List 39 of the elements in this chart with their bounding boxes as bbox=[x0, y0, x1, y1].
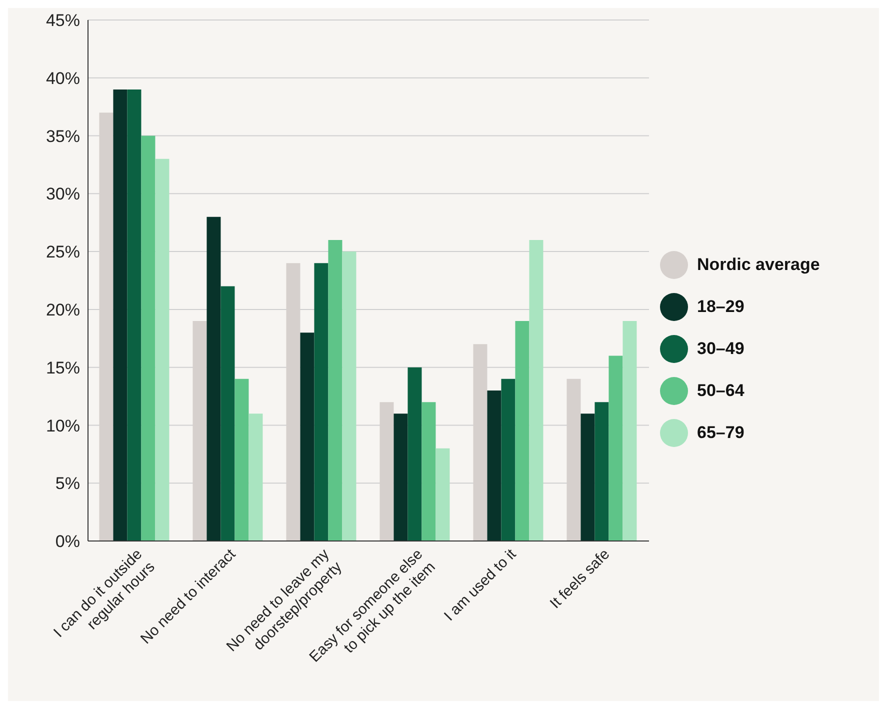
bar bbox=[422, 402, 436, 541]
bar bbox=[436, 448, 450, 541]
bar bbox=[394, 414, 408, 541]
bar bbox=[501, 378, 516, 541]
bar bbox=[220, 286, 235, 541]
bar bbox=[155, 158, 170, 541]
bar bbox=[608, 356, 623, 541]
bar bbox=[328, 240, 342, 541]
bar bbox=[580, 414, 595, 541]
legend-label: 18–29 bbox=[697, 296, 744, 316]
y-tick-label: 15% bbox=[46, 358, 80, 378]
bar bbox=[248, 414, 263, 541]
y-tick-label: 0% bbox=[55, 532, 80, 552]
legend-label: 50–64 bbox=[697, 380, 744, 400]
bar bbox=[300, 332, 314, 541]
bar bbox=[622, 321, 637, 541]
y-tick-label: 40% bbox=[46, 68, 80, 88]
bar bbox=[141, 136, 156, 541]
y-tick-label: 20% bbox=[46, 300, 80, 320]
y-tick-label: 5% bbox=[55, 474, 80, 494]
y-tick-label: 30% bbox=[46, 184, 80, 204]
bar bbox=[529, 240, 544, 541]
bar bbox=[234, 378, 249, 541]
bar bbox=[408, 367, 422, 541]
bar bbox=[594, 402, 609, 541]
bar bbox=[342, 252, 356, 541]
legend-label: 65–79 bbox=[697, 422, 744, 442]
bar bbox=[113, 89, 128, 541]
legend-label: 30–49 bbox=[697, 338, 744, 358]
legend-label: Nordic average bbox=[697, 254, 820, 274]
bar bbox=[314, 263, 328, 541]
bar bbox=[127, 89, 142, 541]
y-tick-label: 45% bbox=[46, 11, 80, 30]
y-tick-label: 25% bbox=[46, 242, 80, 262]
bar bbox=[515, 321, 530, 541]
y-tick-label: 35% bbox=[46, 126, 80, 146]
bar bbox=[487, 390, 502, 541]
y-tick-label: 10% bbox=[46, 416, 80, 436]
bar bbox=[206, 216, 221, 541]
